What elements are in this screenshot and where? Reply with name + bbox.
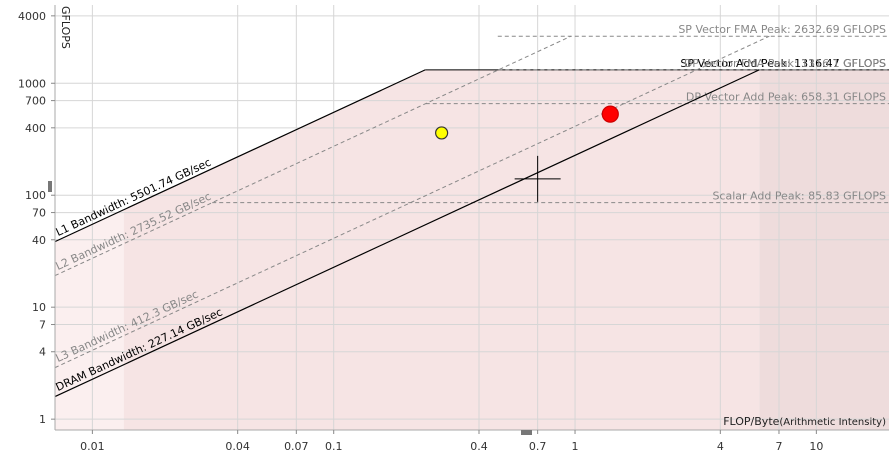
x-axis-label-main: FLOP/Byte	[723, 415, 779, 428]
x-axis-label-suffix: (Arithmetic Intensity)	[779, 417, 886, 428]
grid	[55, 5, 889, 430]
compute-roofs: SP Vector FMA Peak: 2632.69 GFLOPS SP Vec…	[212, 23, 889, 204]
data-point	[435, 126, 449, 140]
y-axis-label: GFLOPS	[59, 6, 72, 49]
y-tick-label: 10	[32, 301, 46, 314]
y-tick-label: 1	[39, 413, 46, 426]
compute-roof-label: Scalar Add Peak: 85.83 GFLOPS	[712, 190, 886, 203]
x-tick-label: 7	[775, 440, 782, 453]
y-tick-label: 4	[39, 346, 46, 359]
x-tick-label: 1	[572, 440, 579, 453]
bandwidth-roof-line	[54, 69, 426, 243]
bandwidth-roof-line	[54, 69, 760, 398]
x-tick-label: 0.04	[225, 440, 250, 453]
y-tick-label: 1000	[18, 77, 46, 90]
y-tick-label: 700	[25, 95, 46, 108]
x-axis-handle	[521, 430, 532, 435]
compute-roof-label: SP Vector FMA Peak: 2632.69 GFLOPS	[678, 23, 886, 36]
y-tick-label: 70	[32, 207, 46, 220]
y-tick-label: 400	[25, 122, 46, 135]
data-point	[601, 105, 619, 123]
region-dark	[759, 69, 889, 430]
y-tick-label: 40	[32, 234, 46, 247]
y-tick-label: 4000	[18, 10, 46, 23]
shaded-regions	[55, 69, 889, 430]
region-mid	[123, 69, 760, 430]
bandwidth-roof-line	[54, 35, 770, 369]
y-tick-label: 7	[39, 319, 46, 332]
x-tick-label: 0.4	[470, 440, 488, 453]
bandwidth-roof-line	[54, 35, 572, 277]
region-pale	[55, 209, 124, 430]
x-axis-label: FLOP/Byte(Arithmetic Intensity)	[723, 415, 886, 428]
y-axis-handle	[48, 181, 52, 192]
axes: 0.01 0.04 0.07 0.1 0.4 0.7 1 4 7 10 1 4 7 10 40 70 100 40…	[18, 5, 889, 453]
x-tick-label: 10	[809, 440, 823, 453]
x-tick-label: 0.07	[284, 440, 309, 453]
compute-roof-label: DP Vector Add Peak: 658.31 GFLOPS	[686, 91, 886, 104]
x-tick-label: 4	[717, 440, 724, 453]
compute-roof-label: SP Vector Add Peak: 1316.47 GFLOPS	[680, 57, 886, 70]
x-tick-label: 0.1	[325, 440, 343, 453]
x-tick-label: 0.01	[80, 440, 105, 453]
compute-roof-label: DP Vector FMA Peak: 1316.1 GFLOPS	[684, 57, 886, 70]
data-points	[435, 105, 619, 202]
y-tick-label: 100	[25, 189, 46, 202]
x-tick-label: 0.7	[529, 440, 547, 453]
